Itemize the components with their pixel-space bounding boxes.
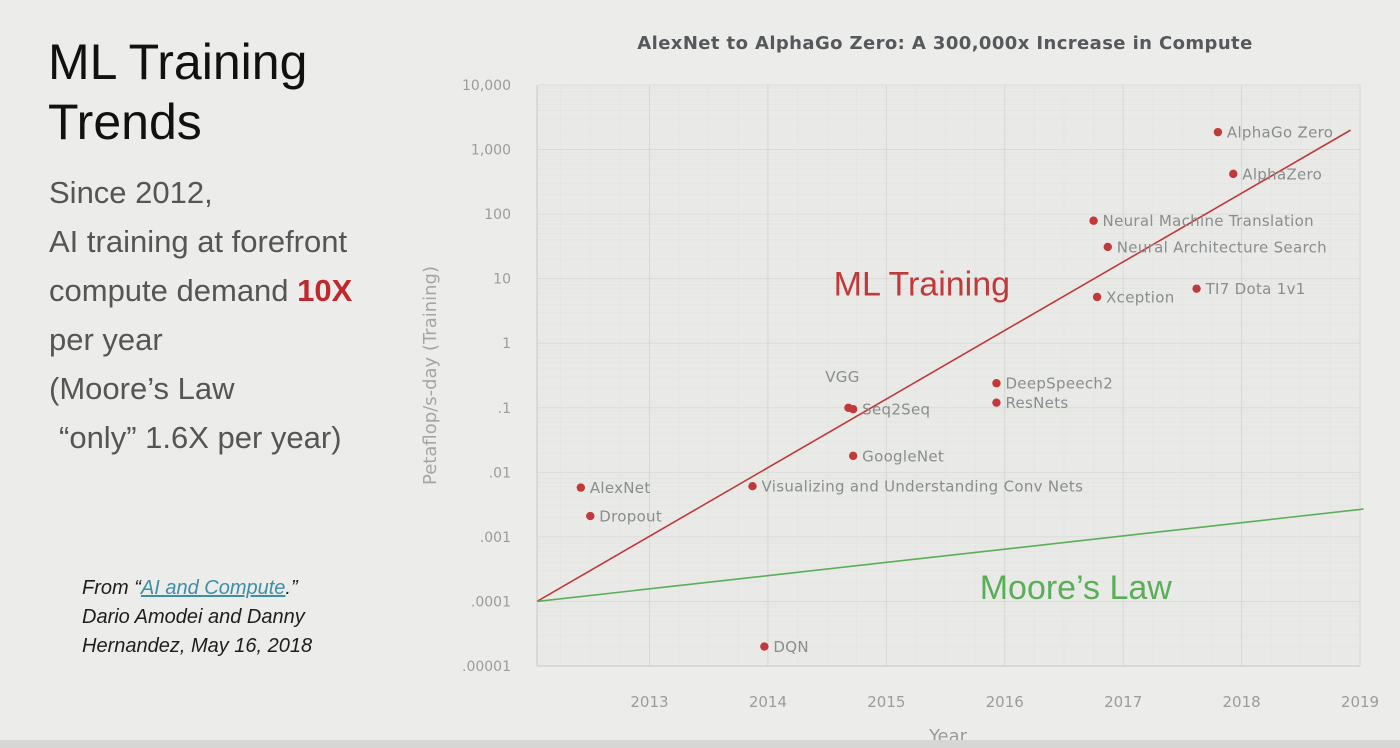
x-tick-label: 2016 [986,693,1024,711]
citation-link[interactable]: AI and Compute [140,577,286,599]
slide-title-line: ML Training [48,34,308,90]
x-tick-label: 2014 [749,693,787,711]
body-line: AI training at forefront [49,224,348,259]
data-point [1092,292,1102,302]
data-point [1213,127,1223,137]
y-axis-label: Petaflop/s-day (Training) [420,266,441,485]
growth-highlight: 10X [297,273,353,308]
moores-law-annotation: Moore’s Law [980,569,1173,607]
ml-training-trend-line [536,129,1351,603]
citation-suffix: .” [285,577,298,599]
data-point [848,405,858,414]
data-point-label: AlphaZero [1242,165,1322,183]
data-point-label: Visualizing and Understanding Conv Nets [762,478,1084,496]
data-point [848,451,858,461]
data-point-label: TI7 Dota 1v1 [1205,280,1306,298]
body-line: (Moore’s Law [49,371,235,406]
chart-title: AlexNet to AlphaGo Zero: A 300,000x Incr… [637,33,1252,54]
data-point [576,483,586,492]
data-point-label: DeepSpeech2 [1005,375,1113,393]
x-tick-label: 2018 [1222,693,1260,711]
data-point [586,511,595,521]
x-tick-label: 2015 [867,693,905,711]
body-line-prefix: compute demand [49,273,298,308]
data-point [1229,169,1238,179]
data-point-label: Neural Architecture Search [1117,238,1327,256]
data-point-label: Xception [1106,289,1174,307]
ml-training-annotation: ML Training [834,265,1010,303]
y-tick-label: 10,000 [462,78,511,94]
citation-line: Hernandez, May 16, 2018 [82,635,313,657]
y-tick-label: .0001 [471,594,511,610]
data-point-label: VGG [825,368,859,386]
citation-line: Dario Amodei and Danny [82,606,305,628]
y-tick-label: 100 [484,207,511,223]
citation-line: From “AI and Compute.” [82,574,312,603]
y-tick-label: 1,000 [471,143,511,159]
data-point [760,642,769,651]
data-point [1192,284,1201,293]
body-line: “only” 1.6X per year) [59,420,342,455]
x-tick-label: 2019 [1341,693,1379,711]
y-tick-label: 10 [493,272,511,288]
slide-title-line: Trends [48,94,202,150]
data-point [748,481,757,491]
y-tick-label: .1 [498,401,511,417]
data-point-label: GoogleNet [862,447,944,465]
citation-prefix: From “ [82,577,141,599]
slide-body: Since 2012, AI training at forefront com… [49,168,352,462]
data-point [992,398,1001,407]
data-point-label: Seq2Seq [862,401,930,419]
data-point [1103,242,1112,252]
data-point [1089,216,1098,225]
slide-title: ML Training Trends [48,32,307,152]
bottom-edge [0,740,1400,748]
y-tick-label: .00001 [462,659,511,675]
moores-law-trend-line [536,508,1364,603]
body-line: Since 2012, [49,175,213,210]
data-point-label: AlphaGo Zero [1227,124,1333,142]
data-point-label: ResNets [1005,394,1068,412]
y-tick-label: .01 [489,465,511,481]
x-tick-label: 2013 [630,693,668,711]
compute-chart: 10,000 1,000 100 10 1 .1 .01 .001 .0001 .00001 201… [420,33,1379,747]
citation: From “AI and Compute.” Dario Amodei and … [82,574,312,661]
data-point-label: Dropout [599,508,662,526]
data-point-label: AlexNet [590,479,651,497]
body-line: compute demand 10X [49,266,352,315]
data-point [992,379,1001,388]
plot-area [537,85,1360,666]
data-point-label: DQN [773,638,808,656]
body-line: per year [49,322,163,357]
y-tick-label: .001 [480,530,511,546]
y-tick-label: 1 [502,336,511,352]
data-point-label: Neural Machine Translation [1103,212,1314,230]
x-tick-label: 2017 [1104,693,1142,711]
